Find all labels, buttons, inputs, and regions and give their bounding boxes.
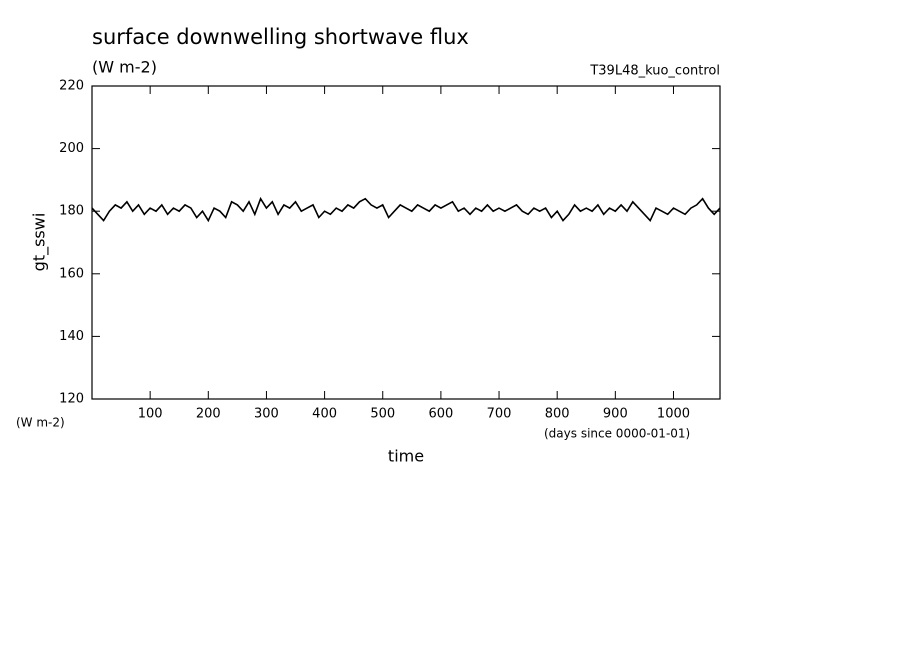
y-tick-label: 160 (59, 266, 84, 281)
x-axis-label: time (388, 447, 424, 466)
y-unit: (W m-2) (16, 416, 65, 430)
plot-frame (91, 85, 721, 400)
x-tick-label: 600 (428, 407, 453, 422)
y-tick-label: 120 (59, 392, 84, 407)
x-tick-label: 200 (196, 407, 221, 422)
y-tick-label: 200 (59, 141, 84, 156)
subtitle: (W m-2) (92, 58, 157, 77)
x-tick-label: 100 (138, 407, 163, 422)
y-axis-label: gt_sswi (30, 213, 50, 272)
chart-title: surface downwelling shortwave flux (92, 25, 469, 49)
x-tick-label: 500 (370, 407, 395, 422)
y-tick-label: 140 (59, 329, 84, 344)
data-line (91, 196, 721, 223)
x-tick-label: 400 (312, 407, 337, 422)
x-tick-label: 700 (487, 407, 512, 422)
x-unit: (days since 0000-01-01) (544, 427, 690, 441)
x-tick-label: 900 (603, 407, 628, 422)
x-tick-label: 800 (545, 407, 570, 422)
annotation: T39L48_kuo_control (589, 64, 720, 79)
x-tick-label: 1000 (657, 407, 690, 422)
y-tick-label: 180 (59, 204, 84, 219)
y-tick-label: 220 (59, 79, 84, 94)
x-tick-label: 300 (254, 407, 279, 422)
